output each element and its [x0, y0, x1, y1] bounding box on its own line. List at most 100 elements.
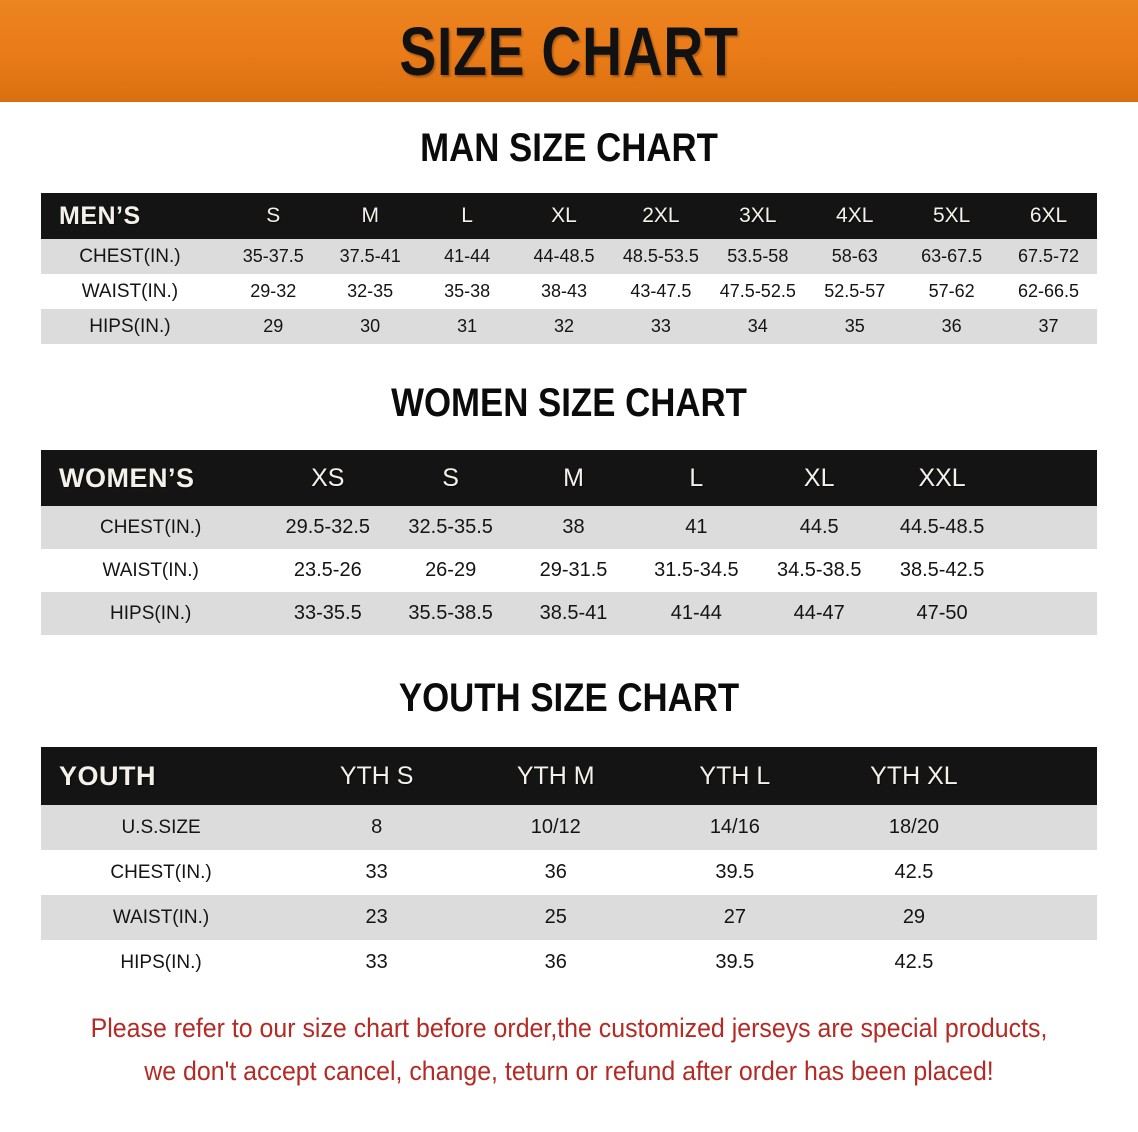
- man-cell-1-2: 35-38: [444, 281, 491, 301]
- youth-cell-3-0: 33: [365, 951, 388, 973]
- women-corner-label: WOMEN’S: [59, 462, 195, 493]
- youth-row-filler: [1003, 805, 1097, 850]
- youth-cell-1-1: 36: [544, 861, 567, 883]
- table-row: HIPS(IN.) 33-35.5 35.5-38.5 38.5-41 41-44 44-…: [41, 592, 1097, 635]
- man-cell-2-0: 29: [263, 316, 284, 336]
- youth-corner-label: YOUTH: [59, 760, 156, 791]
- youth-cell-0-3: 18/20: [888, 816, 939, 838]
- disclaimer-line-2: we don't accept cancel, change, teturn o…: [144, 1055, 994, 1086]
- man-column-header-7: 5XL: [932, 204, 971, 227]
- youth-row-filler: [1003, 895, 1097, 940]
- women-cell-1-2: 29-31.5: [539, 559, 608, 581]
- women-cell-2-3: 41-44: [670, 602, 722, 624]
- youth-row-label-2: WAIST(IN.): [112, 906, 210, 928]
- man-section-heading: MAN SIZE CHART: [420, 126, 718, 170]
- table-header-row: WOMEN’S XS S M L XL XXL: [41, 450, 1097, 506]
- women-cell-0-1: 32.5-35.5: [408, 516, 493, 538]
- women-row-label-2: HIPS(IN.): [110, 602, 192, 624]
- youth-cell-1-3: 42.5: [894, 861, 934, 883]
- man-size-table-wrapper: MEN’S S M L XL 2XL 3XL 4XL 5XL 6XL CHEST(IN.) 35-…: [41, 193, 1097, 344]
- women-column-header-2: M: [563, 463, 584, 492]
- youth-size-table-wrapper: YOUTH YTH S YTH M YTH L YTH XL U.S.SIZE 8 10/…: [41, 747, 1097, 985]
- table-row: WAIST(IN.) 23.5-26 26-29 29-31.5 31.5-34.5 34…: [41, 549, 1097, 592]
- man-cell-1-0: 29-32: [250, 281, 297, 301]
- man-column-header-1: M: [361, 204, 379, 227]
- women-row-filler: [1004, 592, 1097, 635]
- women-row-filler: [1004, 506, 1097, 549]
- youth-row-label-0: U.S.SIZE: [121, 816, 201, 838]
- man-cell-2-3: 32: [553, 316, 575, 336]
- women-cell-2-5: 47-50: [916, 602, 968, 624]
- youth-cell-0-1: 10/12: [530, 816, 581, 838]
- women-row-filler: [1004, 549, 1097, 592]
- youth-cell-2-2: 27: [723, 906, 746, 928]
- women-cell-0-4: 44.5: [799, 516, 839, 538]
- women-row-label-1: WAIST(IN.): [102, 559, 199, 581]
- youth-row-filler: [1003, 940, 1097, 985]
- youth-cell-1-0: 33: [365, 861, 388, 883]
- man-cell-1-3: 38-43: [540, 281, 588, 301]
- youth-cell-3-2: 39.5: [715, 951, 755, 973]
- man-corner-label: MEN’S: [59, 201, 141, 230]
- man-cell-2-8: 37: [1038, 316, 1059, 336]
- youth-cell-3-3: 42.5: [894, 951, 934, 973]
- man-cell-1-6: 52.5-57: [824, 281, 886, 301]
- man-column-header-2: L: [461, 204, 473, 227]
- women-cell-0-3: 41: [685, 516, 708, 538]
- man-cell-0-3: 44-48.5: [533, 246, 595, 266]
- women-cell-1-1: 26-29: [425, 559, 477, 581]
- man-cell-2-2: 31: [457, 316, 478, 336]
- women-size-table: WOMEN’S XS S M L XL XXL CHEST(IN.) 29.5-32.5 32…: [41, 450, 1097, 635]
- man-cell-2-1: 30: [360, 316, 381, 336]
- women-size-table-wrapper: WOMEN’S XS S M L XL XXL CHEST(IN.) 29.5-32.5 32…: [41, 450, 1097, 635]
- youth-cell-2-3: 29: [902, 906, 926, 928]
- women-column-header-3: L: [689, 463, 704, 492]
- man-table-body: CHEST(IN.) 35-37.5 37.5-41 41-44 44-48.5 48.5…: [41, 239, 1097, 344]
- table-header-row: YOUTH YTH S YTH M YTH L YTH XL: [41, 747, 1097, 805]
- youth-column-header-2: YTH L: [699, 761, 771, 790]
- man-row-label-1: WAIST(IN.): [81, 280, 179, 302]
- man-column-header-8: 6XL: [1029, 204, 1068, 227]
- man-cell-0-8: 67.5-72: [1018, 246, 1080, 266]
- women-column-header-0: XS: [311, 463, 345, 492]
- youth-cell-0-2: 14/16: [709, 816, 760, 838]
- man-column-header-4: 2XL: [642, 204, 680, 227]
- women-cell-1-5: 38.5-42.5: [899, 559, 985, 581]
- man-cell-0-5: 53.5-58: [727, 246, 789, 266]
- youth-column-header-3: YTH XL: [870, 761, 958, 790]
- page-banner: SIZE CHART: [0, 0, 1138, 102]
- man-column-header-5: 3XL: [739, 204, 777, 227]
- women-cell-2-2: 38.5-41: [539, 602, 608, 624]
- youth-row-filler: [1003, 850, 1097, 895]
- women-cell-2-1: 35.5-38.5: [408, 602, 493, 624]
- table-header-row: MEN’S S M L XL 2XL 3XL 4XL 5XL 6XL: [41, 193, 1097, 239]
- women-cell-2-0: 33-35.5: [293, 602, 362, 624]
- man-size-table: MEN’S S M L XL 2XL 3XL 4XL 5XL 6XL CHEST(IN.) 35-…: [41, 193, 1097, 344]
- table-row: CHEST(IN.) 29.5-32.5 32.5-35.5 38 41 44.5 44.5…: [41, 506, 1097, 549]
- women-cell-0-0: 29.5-32.5: [285, 516, 371, 538]
- women-cell-1-4: 34.5-38.5: [776, 559, 862, 581]
- man-cell-1-1: 32-35: [347, 281, 394, 301]
- man-cell-2-5: 34: [747, 316, 768, 336]
- man-cell-2-6: 35: [844, 316, 865, 336]
- man-cell-1-5: 47.5-52.5: [719, 281, 796, 301]
- youth-size-table: YOUTH YTH S YTH M YTH L YTH XL U.S.SIZE 8 10/…: [41, 747, 1097, 985]
- women-cell-1-0: 23.5-26: [293, 559, 362, 581]
- table-row: CHEST(IN.) 33 36 39.5 42.5: [41, 850, 1097, 895]
- page-title: SIZE CHART: [399, 12, 739, 90]
- youth-cell-2-1: 25: [544, 906, 567, 928]
- women-cell-1-3: 31.5-34.5: [654, 559, 739, 581]
- man-cell-0-4: 48.5-53.5: [622, 246, 699, 266]
- man-row-label-0: CHEST(IN.): [79, 245, 181, 267]
- table-row: HIPS(IN.) 29 30 31 32 33 34 35 36 37: [41, 309, 1097, 344]
- youth-section-heading: YOUTH SIZE CHART: [398, 676, 740, 720]
- women-cell-2-4: 44-47: [793, 602, 845, 624]
- table-row: HIPS(IN.) 33 36 39.5 42.5: [41, 940, 1097, 985]
- women-cell-0-2: 38: [562, 516, 585, 538]
- youth-header-filler: [1003, 747, 1097, 805]
- women-section-heading: WOMEN SIZE CHART: [391, 381, 747, 425]
- man-column-header-3: XL: [551, 204, 577, 227]
- youth-cell-2-0: 23: [365, 906, 388, 928]
- women-header-filler: [1004, 450, 1097, 506]
- man-column-header-6: 4XL: [836, 204, 874, 227]
